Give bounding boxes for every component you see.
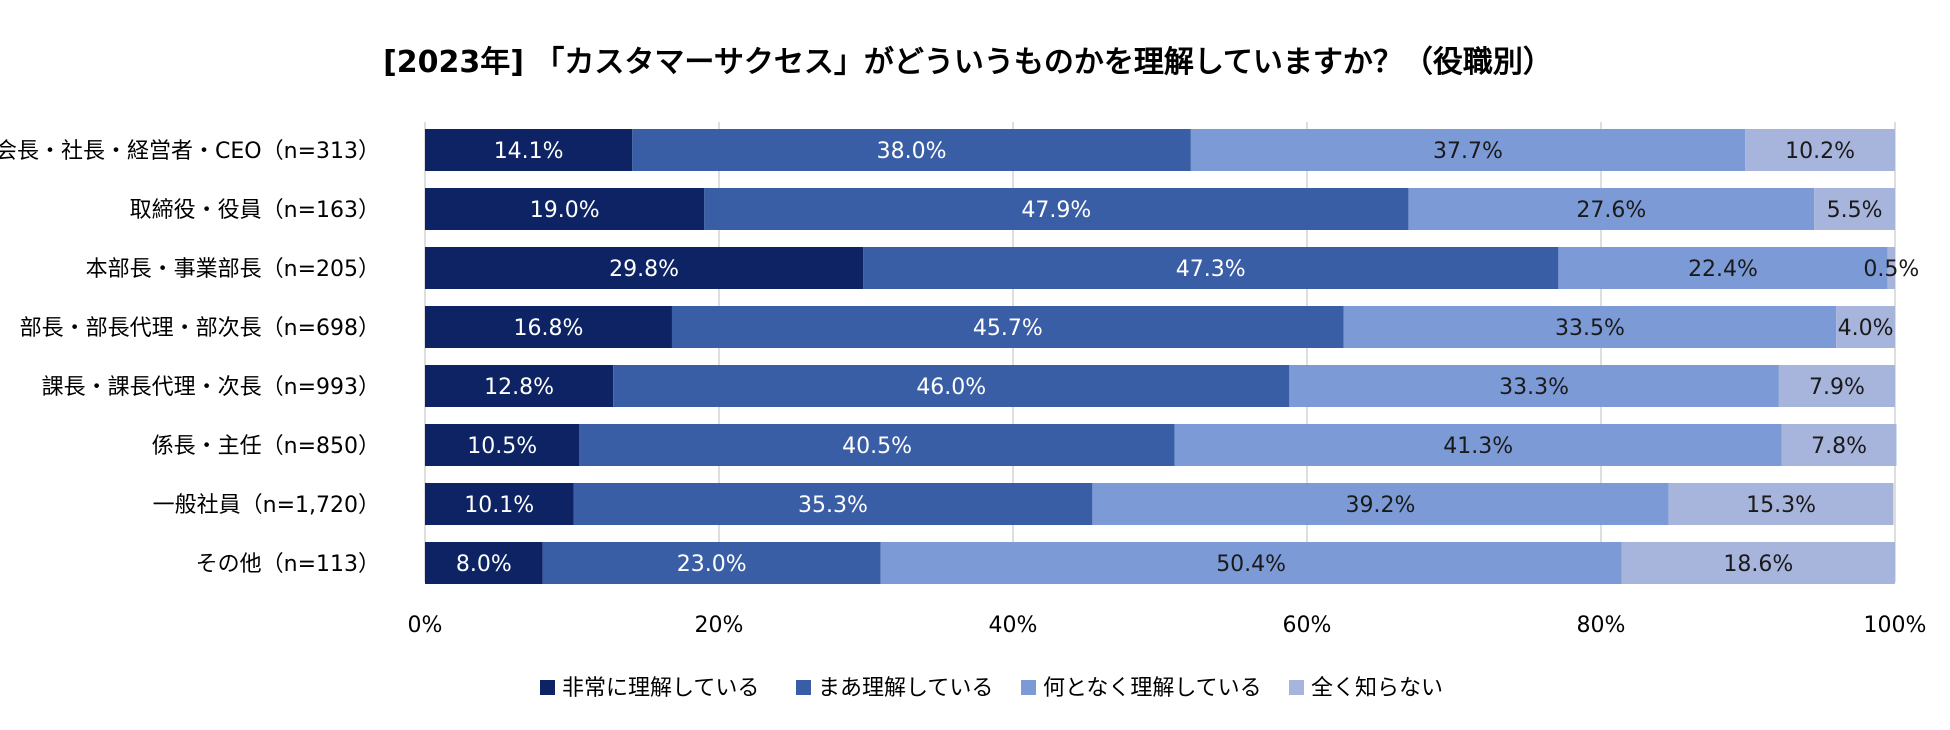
data-label: 41.3% (1443, 434, 1513, 459)
legend-swatch (1289, 680, 1304, 695)
bar-segment (1174, 424, 1782, 466)
x-tick-label: 100% (1864, 613, 1927, 638)
data-label: 10.2% (1785, 139, 1855, 164)
category-label: 会長・社長・経営者・CEO（n=313） (0, 139, 380, 164)
category-label: 本部長・事業部長（n=205） (86, 257, 380, 282)
bar-segment (1190, 129, 1746, 171)
legend-label: まあ理解している (818, 676, 993, 701)
data-label: 37.7% (1433, 139, 1503, 164)
data-label: 12.8% (484, 375, 554, 400)
data-label: 29.8% (609, 257, 679, 282)
data-label: 0.5% (1863, 257, 1919, 282)
bar-segment (425, 306, 672, 348)
category-label: 課長・課長代理・次長（n=993） (42, 375, 380, 400)
bar-segment (613, 365, 1290, 407)
data-label: 33.5% (1555, 316, 1625, 341)
category-labels: 会長・社長・経営者・CEO（n=313） 取締役・役員（n=163） 本部長・事業部… (0, 139, 380, 577)
data-label: 4.0% (1838, 316, 1894, 341)
legend-swatch (540, 680, 555, 695)
bar-segment (880, 542, 1622, 584)
legend-swatch (796, 680, 811, 695)
x-tick-label: 40% (989, 613, 1038, 638)
data-label: 5.5% (1827, 198, 1883, 223)
data-label: 15.3% (1746, 493, 1816, 518)
chart-title: [2023年] 「カスタマーサクセス」がどういうものかを理解していますか？（役職… (383, 45, 1553, 80)
bar-segment (1814, 188, 1895, 230)
bar-segment (573, 483, 1093, 525)
data-label: 8.0% (456, 552, 512, 577)
bar-segment (632, 129, 1191, 171)
x-tick-label: 80% (1577, 613, 1626, 638)
x-tick-label: 60% (1283, 613, 1332, 638)
category-label: その他（n=113） (196, 552, 380, 577)
data-label: 18.6% (1723, 552, 1793, 577)
bar-segment (425, 542, 543, 584)
data-label: 47.3% (1176, 257, 1246, 282)
data-label: 14.1% (494, 139, 564, 164)
data-label: 45.7% (973, 316, 1043, 341)
legend-swatch (1021, 680, 1036, 695)
legend-label: 全く知らない (1311, 676, 1443, 701)
bars: 14.1% 38.0% 37.7% 10.2% 19.0% 47.9% 27.6% 5.5% 2… (425, 129, 1919, 584)
bar-segment (579, 424, 1175, 466)
bar-segment (542, 542, 881, 584)
bar-segment (1781, 424, 1897, 466)
data-label: 38.0% (877, 139, 947, 164)
bar-segment (1621, 542, 1895, 584)
legend-label: 非常に理解している (562, 676, 759, 701)
data-label: 23.0% (677, 552, 747, 577)
bar-segment (671, 306, 1344, 348)
bar-segment (425, 129, 633, 171)
x-tick-label: 20% (695, 613, 744, 638)
bar-segment (1408, 188, 1815, 230)
bar-segment (1778, 365, 1895, 407)
data-label: 22.4% (1688, 257, 1758, 282)
bar-segment (1289, 365, 1779, 407)
data-label: 40.5% (842, 434, 912, 459)
data-label: 10.1% (464, 493, 534, 518)
bar-segment (425, 188, 705, 230)
data-label: 47.9% (1021, 198, 1091, 223)
bar-segment (425, 365, 614, 407)
bar-segment (425, 247, 864, 289)
data-label: 33.3% (1499, 375, 1569, 400)
data-label: 46.0% (916, 375, 986, 400)
data-label: 19.0% (530, 198, 600, 223)
bar-segment (1887, 247, 1895, 289)
category-label: 一般社員（n=1,720） (153, 493, 380, 518)
data-label: 7.9% (1809, 375, 1865, 400)
legend: 非常に理解している まあ理解している 何となく理解している 全く知らない (540, 676, 1443, 701)
bar-segment (1558, 247, 1888, 289)
bar-segment (1092, 483, 1669, 525)
legend-label: 何となく理解している (1043, 676, 1262, 701)
data-label: 39.2% (1346, 493, 1416, 518)
data-label: 7.8% (1811, 434, 1867, 459)
bar-segment (425, 424, 580, 466)
bar-segment (1668, 483, 1894, 525)
bar-segment (1343, 306, 1837, 348)
bar-segment (1745, 129, 1895, 171)
category-label: 部長・部長代理・部次長（n=698） (20, 316, 380, 341)
category-label: 取締役・役員（n=163） (130, 198, 380, 223)
data-label: 16.8% (514, 316, 584, 341)
category-label: 係長・主任（n=850） (152, 434, 380, 459)
x-axis-ticks: 0% 20% 40% 60% 80% 100% (408, 613, 1927, 638)
data-label: 50.4% (1216, 552, 1286, 577)
x-tick-label: 0% (408, 613, 443, 638)
bar-segment (425, 483, 574, 525)
bar-segment (704, 188, 1409, 230)
bar-segment (1836, 306, 1895, 348)
data-label: 10.5% (467, 434, 537, 459)
bar-segment (863, 247, 1559, 289)
data-label: 27.6% (1576, 198, 1646, 223)
data-label: 35.3% (798, 493, 868, 518)
